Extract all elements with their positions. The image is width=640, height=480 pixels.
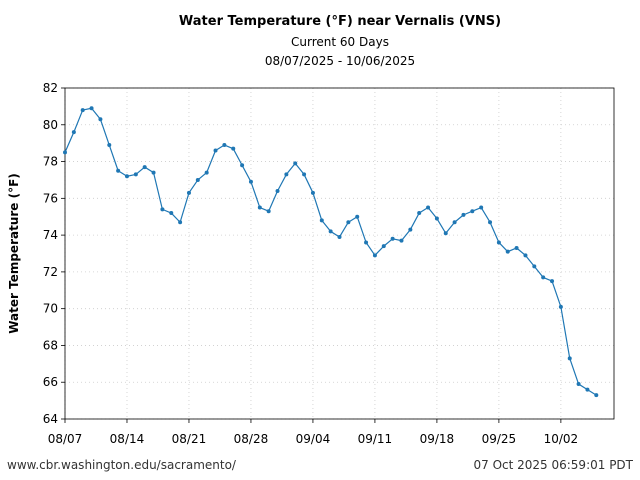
data-point xyxy=(408,227,413,232)
data-point xyxy=(231,146,236,151)
data-point xyxy=(399,238,404,243)
source-url[interactable]: www.cbr.washington.edu/sacramento/ xyxy=(7,458,236,472)
x-tick-label: 09/11 xyxy=(358,432,393,446)
y-tick-label: 64 xyxy=(43,412,58,426)
data-point xyxy=(151,170,156,175)
data-point xyxy=(470,209,475,214)
data-point xyxy=(426,205,431,210)
data-point xyxy=(63,150,67,155)
data-point xyxy=(222,143,227,148)
x-tick-label: 08/14 xyxy=(110,432,145,446)
y-tick-label: 78 xyxy=(43,155,58,169)
generated-timestamp: 07 Oct 2025 06:59:01 PDT xyxy=(473,458,633,472)
data-series xyxy=(63,106,599,398)
data-point xyxy=(461,212,466,217)
data-point xyxy=(204,170,209,175)
data-point xyxy=(98,117,103,122)
data-point xyxy=(532,264,537,269)
x-tick-label: 09/04 xyxy=(296,432,331,446)
data-point xyxy=(585,387,590,392)
chart-subtitle-date-range: 08/07/2025 - 10/06/2025 xyxy=(264,54,416,68)
y-axis-label: Water Temperature (°F) xyxy=(7,173,21,334)
data-point xyxy=(523,253,528,258)
x-tick-label: 10/02 xyxy=(544,432,579,446)
data-point xyxy=(133,172,138,177)
series-line xyxy=(64,107,597,396)
data-point xyxy=(275,188,280,193)
data-point xyxy=(293,161,298,166)
data-point xyxy=(107,143,112,148)
y-tick-label: 82 xyxy=(43,81,58,95)
y-tick-label: 72 xyxy=(43,265,58,279)
x-tick-label: 09/25 xyxy=(482,432,517,446)
data-point xyxy=(434,216,439,221)
data-point xyxy=(390,236,395,241)
x-tick-label: 08/28 xyxy=(234,432,269,446)
data-point xyxy=(257,205,262,210)
data-point xyxy=(160,207,165,212)
x-tick-label: 08/21 xyxy=(172,432,207,446)
data-point xyxy=(186,190,191,195)
data-point xyxy=(328,229,333,234)
data-point xyxy=(142,165,147,170)
grid-lines xyxy=(64,87,614,420)
plot-area xyxy=(64,87,615,420)
axes: 64 66 68 70 72 74 76 78 80 82 08/07 08/14 08/21 08/28… xyxy=(43,81,578,446)
data-point xyxy=(169,211,174,216)
data-point xyxy=(266,209,271,214)
data-point xyxy=(505,249,510,254)
data-point xyxy=(479,205,484,210)
data-point xyxy=(80,108,85,113)
data-point xyxy=(567,356,572,361)
data-point xyxy=(541,275,546,280)
y-tick-label: 68 xyxy=(43,338,58,352)
data-point xyxy=(71,130,76,135)
data-point xyxy=(302,172,307,177)
data-point xyxy=(550,279,555,284)
data-point xyxy=(213,148,218,153)
data-point xyxy=(417,211,422,216)
chart-subtitle-period: Current 60 Days xyxy=(291,35,389,49)
data-point xyxy=(195,177,200,182)
data-point xyxy=(284,172,289,177)
data-point xyxy=(576,382,581,387)
data-point xyxy=(124,174,129,179)
data-point xyxy=(248,179,253,184)
data-point xyxy=(372,253,377,258)
data-point xyxy=(488,220,493,225)
data-point xyxy=(346,220,351,225)
data-point xyxy=(443,231,448,236)
y-tick-label: 66 xyxy=(43,375,58,389)
data-point xyxy=(514,245,519,250)
data-point xyxy=(558,304,563,309)
data-point xyxy=(178,220,183,225)
data-point xyxy=(89,106,94,111)
x-tick-label: 08/07 xyxy=(48,432,83,446)
data-point xyxy=(337,234,342,239)
x-tick-label: 09/18 xyxy=(420,432,455,446)
data-point xyxy=(355,214,360,219)
data-point xyxy=(496,240,501,245)
y-tick-label: 80 xyxy=(43,118,58,132)
data-point xyxy=(381,244,386,249)
data-point xyxy=(240,163,245,168)
chart-title: Water Temperature (°F) near Vernalis (VN… xyxy=(178,14,502,29)
data-point xyxy=(594,393,599,398)
data-point xyxy=(310,190,315,195)
y-tick-label: 70 xyxy=(43,302,58,316)
data-point xyxy=(319,218,324,223)
data-point xyxy=(452,220,457,225)
y-tick-label: 74 xyxy=(43,228,58,242)
y-tick-label: 76 xyxy=(43,191,58,205)
data-point xyxy=(364,240,369,245)
data-point xyxy=(116,168,121,173)
